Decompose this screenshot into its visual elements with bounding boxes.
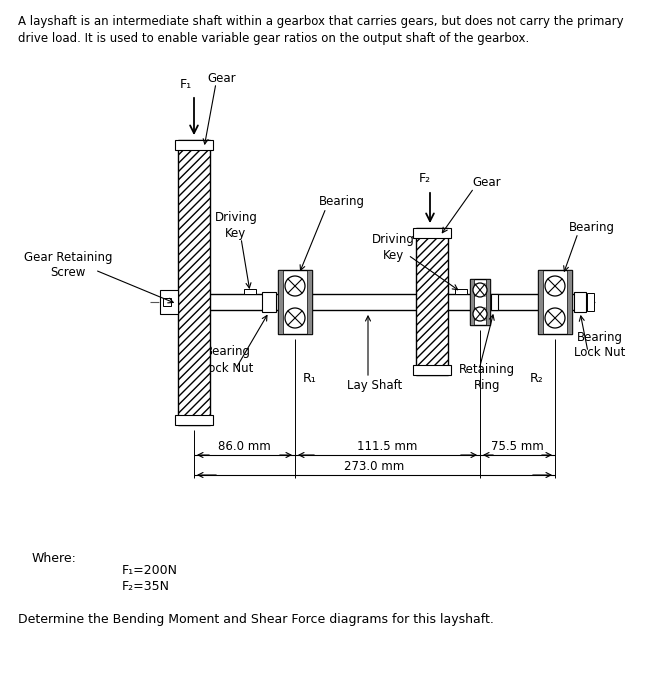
Text: A layshaft is an intermediate shaft within a gearbox that carries gears, but doe: A layshaft is an intermediate shaft with…: [18, 15, 624, 45]
Text: Retaining
Ring: Retaining Ring: [459, 363, 515, 392]
Text: Driving
Key: Driving Key: [215, 212, 258, 241]
Text: 273.0 mm: 273.0 mm: [345, 460, 405, 472]
Bar: [470, 279, 490, 325]
Text: Where:: Where:: [32, 551, 77, 565]
Bar: [170, 294, 575, 310]
Circle shape: [545, 308, 565, 328]
Text: F₂=35N: F₂=35N: [122, 580, 170, 592]
Bar: [175, 140, 213, 150]
Text: Bearing
Lock Nut: Bearing Lock Nut: [574, 330, 626, 359]
Text: 111.5 mm: 111.5 mm: [357, 439, 418, 452]
Bar: [278, 270, 283, 334]
Text: Bearing: Bearing: [569, 222, 615, 235]
Text: Gear: Gear: [208, 71, 236, 84]
Bar: [244, 289, 256, 294]
Bar: [538, 270, 572, 334]
Bar: [574, 292, 586, 312]
Circle shape: [473, 307, 487, 321]
Bar: [587, 293, 594, 311]
Text: Bearing: Bearing: [319, 195, 365, 208]
Circle shape: [285, 276, 305, 296]
Text: R₁: R₁: [303, 371, 317, 384]
Bar: [470, 279, 474, 325]
Bar: [491, 294, 498, 310]
Bar: [413, 365, 451, 375]
Bar: [413, 228, 451, 238]
Circle shape: [545, 276, 565, 296]
Bar: [307, 270, 312, 334]
Text: Lay Shaft: Lay Shaft: [347, 379, 403, 392]
Text: Gear Retaining
Screw: Gear Retaining Screw: [24, 251, 112, 280]
Bar: [178, 140, 210, 425]
Text: Gear: Gear: [473, 177, 502, 189]
Text: R₂: R₂: [530, 371, 543, 384]
Circle shape: [473, 283, 487, 297]
Bar: [163, 298, 171, 306]
Text: 75.5 mm: 75.5 mm: [491, 439, 544, 452]
Bar: [160, 290, 178, 314]
Bar: [262, 292, 276, 312]
Bar: [278, 270, 312, 334]
Text: Determine the Bending Moment and Shear Force diagrams for this layshaft.: Determine the Bending Moment and Shear F…: [18, 613, 494, 627]
Text: F₁: F₁: [180, 78, 192, 92]
Circle shape: [285, 308, 305, 328]
Text: Bearing
Lock Nut: Bearing Lock Nut: [202, 346, 254, 375]
Text: F₂: F₂: [419, 171, 431, 185]
Bar: [416, 228, 448, 375]
Bar: [455, 289, 467, 294]
Bar: [538, 270, 543, 334]
Text: 86.0 mm: 86.0 mm: [218, 439, 271, 452]
Text: F₁=200N: F₁=200N: [122, 565, 178, 578]
Text: Driving
Key: Driving Key: [371, 233, 415, 262]
Bar: [567, 270, 572, 334]
Bar: [175, 415, 213, 425]
Bar: [486, 279, 490, 325]
